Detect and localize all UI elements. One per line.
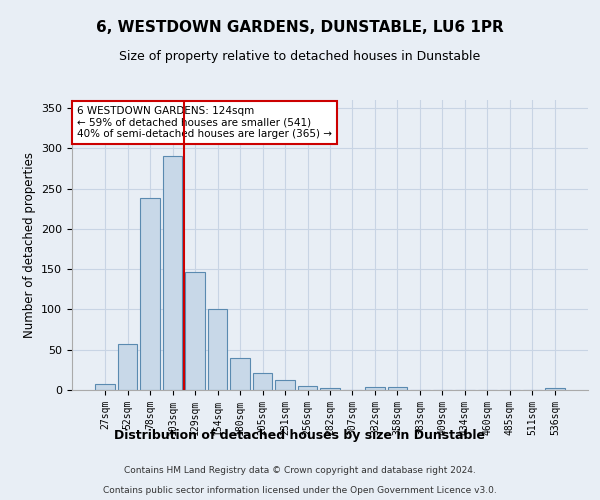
Text: 6 WESTDOWN GARDENS: 124sqm
← 59% of detached houses are smaller (541)
40% of sem: 6 WESTDOWN GARDENS: 124sqm ← 59% of deta… bbox=[77, 106, 332, 139]
Bar bbox=[230, 358, 250, 390]
Text: Distribution of detached houses by size in Dunstable: Distribution of detached houses by size … bbox=[115, 428, 485, 442]
Bar bbox=[95, 384, 115, 390]
Bar bbox=[118, 344, 137, 390]
Bar bbox=[253, 373, 272, 390]
Text: Contains public sector information licensed under the Open Government Licence v3: Contains public sector information licen… bbox=[103, 486, 497, 495]
Bar bbox=[388, 387, 407, 390]
Text: Contains HM Land Registry data © Crown copyright and database right 2024.: Contains HM Land Registry data © Crown c… bbox=[124, 466, 476, 475]
Text: 6, WESTDOWN GARDENS, DUNSTABLE, LU6 1PR: 6, WESTDOWN GARDENS, DUNSTABLE, LU6 1PR bbox=[96, 20, 504, 35]
Bar bbox=[185, 272, 205, 390]
Text: Size of property relative to detached houses in Dunstable: Size of property relative to detached ho… bbox=[119, 50, 481, 63]
Bar bbox=[140, 198, 160, 390]
Bar bbox=[298, 386, 317, 390]
Bar bbox=[275, 380, 295, 390]
Bar bbox=[208, 310, 227, 390]
Bar bbox=[365, 387, 385, 390]
Bar bbox=[163, 156, 182, 390]
Bar bbox=[545, 388, 565, 390]
Y-axis label: Number of detached properties: Number of detached properties bbox=[23, 152, 35, 338]
Bar bbox=[320, 388, 340, 390]
